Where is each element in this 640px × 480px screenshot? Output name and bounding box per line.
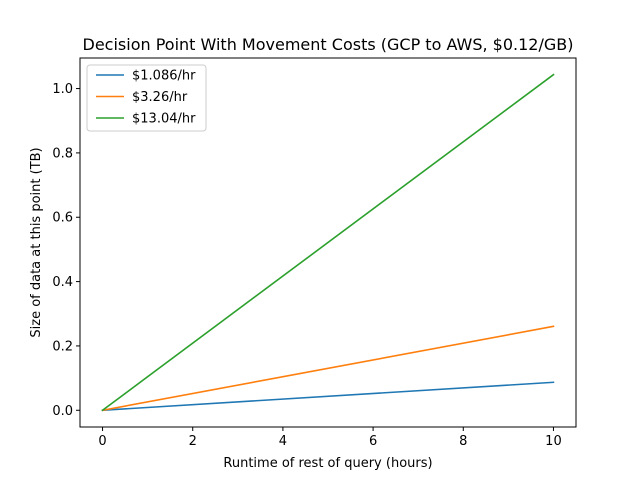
x-tick-label: 2: [189, 434, 197, 449]
legend-label-1: $3.26/hr: [132, 90, 188, 105]
legend-label-2: $13.04/hr: [132, 112, 196, 127]
series-lines: [101, 73, 555, 412]
x-tick-label: 0: [98, 434, 106, 449]
legend: $1.086/hr $3.26/hr $13.04/hr: [86, 64, 207, 132]
x-axis-label: Runtime of rest of query (hours): [223, 456, 432, 471]
x-tick-label: 8: [459, 434, 467, 449]
legend-label-0: $1.086/hr: [132, 69, 196, 84]
y-axis-ticks: 0.0 0.2 0.4 0.6 0.8 1.0: [52, 82, 80, 419]
y-tick-label: 0.0: [52, 404, 73, 419]
series-line-2: [101, 73, 555, 412]
y-tick-label: 0.6: [52, 211, 73, 226]
y-axis-label: Size of data at this point (TB): [29, 147, 44, 337]
y-tick-label: 1.0: [52, 82, 73, 97]
x-axis-ticks: 0 2 4 6 8 10: [98, 427, 562, 449]
y-tick-label: 0.2: [52, 339, 73, 354]
series-line-1: [101, 325, 555, 412]
plot-area-frame: [79, 57, 577, 428]
y-tick-label: 0.4: [52, 275, 73, 290]
chart-title: Decision Point With Movement Costs (GCP …: [83, 35, 574, 54]
legend-box: [86, 64, 207, 132]
x-tick-label: 4: [279, 434, 287, 449]
y-tick-label: 0.8: [52, 146, 73, 161]
x-tick-label: 10: [545, 434, 562, 449]
series-line-0: [101, 381, 555, 412]
x-tick-label: 6: [369, 434, 377, 449]
